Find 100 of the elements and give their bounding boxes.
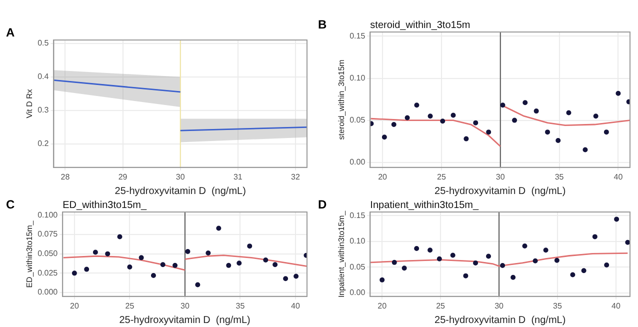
point (616, 90, 621, 96)
chart-title: steroid_within_3to15m (370, 20, 470, 31)
point (105, 251, 110, 256)
point (380, 277, 385, 282)
x-tick-label: 31 (233, 172, 243, 182)
x-tick-label: 30 (496, 172, 506, 182)
x-tick-label: 40 (612, 301, 621, 310)
x-tick-label: 25 (436, 301, 446, 310)
point (500, 102, 506, 108)
point (294, 274, 299, 279)
point (414, 246, 420, 252)
point (150, 272, 156, 278)
point (566, 110, 572, 116)
y-tick-label: 0.100 (38, 210, 58, 220)
y-tick-label: 0.15 (350, 31, 366, 40)
point (473, 120, 478, 126)
point (195, 282, 200, 288)
point (436, 256, 442, 262)
point (172, 262, 178, 268)
x-tick-label: 25 (125, 301, 135, 310)
point (581, 268, 586, 274)
point (522, 243, 528, 248)
point (226, 262, 232, 268)
point (593, 114, 598, 119)
point (414, 102, 420, 108)
y-tick-label: 0.10 (350, 73, 366, 82)
x-tick-label: 35 (554, 172, 564, 182)
point (283, 276, 288, 282)
y-tick-label: 0.00 (350, 288, 366, 297)
point (391, 122, 396, 128)
point (500, 263, 506, 268)
point (392, 260, 397, 265)
point (127, 264, 132, 270)
point (464, 136, 469, 142)
x-tick-label: 40 (614, 172, 624, 182)
point (534, 108, 539, 114)
x-tick-label: 30 (176, 172, 186, 182)
point (450, 112, 456, 118)
point (185, 248, 190, 254)
y-axis-title: steroid_within_3to15m (337, 59, 346, 140)
text: A (6, 25, 15, 40)
x-tick-label: 40 (291, 301, 300, 310)
point (160, 262, 166, 268)
point (216, 226, 222, 231)
y-tick-label: 0.10 (350, 236, 366, 246)
text: D (318, 197, 327, 212)
x-tick-label: 28 (60, 172, 70, 182)
point (614, 216, 620, 222)
x-tick-label: 35 (236, 301, 246, 310)
x-axis-title: 25-hydroxyvitamin D (ng/mL) (114, 186, 246, 197)
y-tick-label: 0.025 (38, 268, 58, 278)
chart-title: Inpatient_within3to15m_ (370, 200, 480, 211)
point (463, 273, 468, 278)
y-tick-label: 0.050 (38, 249, 58, 258)
x-tick-label: 20 (378, 172, 388, 182)
y-tick-label: 0.00 (350, 158, 366, 167)
point (428, 114, 433, 119)
text: C (6, 197, 15, 212)
x-tick-label: 30 (494, 301, 504, 310)
point (382, 134, 387, 140)
x-tick-label: 32 (291, 172, 300, 182)
point (486, 130, 492, 135)
x-tick-label: 20 (378, 301, 388, 310)
y-tick-label: 0.2 (38, 139, 50, 148)
point (92, 250, 98, 255)
y-tick-label: 0.05 (350, 116, 366, 125)
point (117, 234, 122, 240)
y-tick-label: 0.075 (38, 230, 58, 239)
x-axis-title: 25-hydroxyvitamin D (ng/mL) (434, 314, 566, 326)
point (428, 248, 433, 253)
point (522, 100, 528, 106)
point (450, 252, 456, 258)
y-axis-title: ED_within3to15m_ (25, 220, 34, 288)
x-tick-label: 30 (180, 301, 190, 310)
point (473, 260, 478, 266)
point (556, 138, 561, 143)
x-tick-label: 35 (553, 301, 562, 310)
point (138, 255, 144, 260)
point (440, 118, 446, 124)
point (543, 248, 548, 253)
point (236, 260, 242, 266)
y-axis-title: Vit D Rx (25, 89, 34, 118)
y-tick-label: 0.4 (38, 72, 50, 82)
point (272, 262, 278, 268)
point (84, 266, 90, 272)
x-tick-label: 29 (118, 172, 128, 182)
x-tick-label: 25 (437, 172, 446, 182)
point (592, 234, 598, 240)
point (512, 118, 518, 123)
point (545, 130, 550, 135)
point (532, 258, 538, 264)
point (582, 147, 588, 152)
x-axis-title: 25-hydroxyvitamin D (ng/mL) (119, 314, 250, 326)
point (625, 240, 630, 245)
y-axis-title: Inpatient_within3to15m_ (337, 210, 346, 298)
y-tick-label: 0.05 (350, 262, 366, 272)
point (486, 254, 492, 259)
y-tick-label: 0.5 (38, 38, 50, 48)
point (554, 258, 560, 263)
y-tick-label: 0.3 (38, 106, 50, 115)
